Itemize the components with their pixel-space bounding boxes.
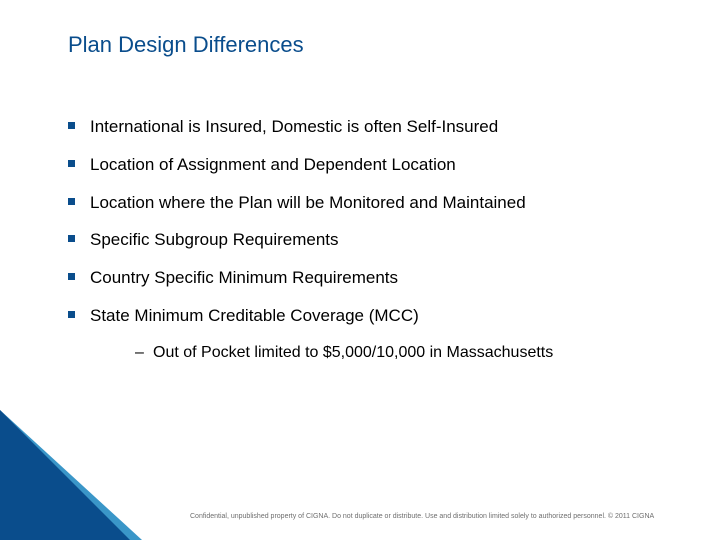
bullet-text: Country Specific Minimum Requirements [90,268,398,287]
bullet-item: State Minimum Creditable Coverage (MCC) … [68,305,662,364]
slide: Plan Design Differences International is… [0,0,720,540]
sub-bullet-text: Out of Pocket limited to $5,000/10,000 i… [153,344,553,361]
accent-triangle-dark-icon [0,410,130,540]
square-bullet-icon [68,311,75,318]
square-bullet-icon [68,122,75,129]
bullet-item: Location where the Plan will be Monitore… [68,192,662,214]
bullet-text: State Minimum Creditable Coverage (MCC) [90,306,419,325]
square-bullet-icon [68,235,75,242]
bullet-text: International is Insured, Domestic is of… [90,117,498,136]
bullet-item: International is Insured, Domestic is of… [68,116,662,138]
bullet-text: Specific Subgroup Requirements [90,230,339,249]
bullet-text: Location where the Plan will be Monitore… [90,193,526,212]
square-bullet-icon [68,198,75,205]
square-bullet-icon [68,160,75,167]
bullet-list: International is Insured, Domestic is of… [68,116,662,363]
bullet-item: Specific Subgroup Requirements [68,229,662,251]
bullet-item: Country Specific Minimum Requirements [68,267,662,289]
footer-text: Confidential, unpublished property of CI… [190,513,660,522]
page-title: Plan Design Differences [68,32,662,58]
sub-bullet-list: – Out of Pocket limited to $5,000/10,000… [135,343,662,364]
sub-bullet-item: – Out of Pocket limited to $5,000/10,000… [135,343,662,364]
bullet-text: Location of Assignment and Dependent Loc… [90,155,456,174]
square-bullet-icon [68,273,75,280]
dash-bullet-icon: – [135,343,144,364]
bullet-item: Location of Assignment and Dependent Loc… [68,154,662,176]
